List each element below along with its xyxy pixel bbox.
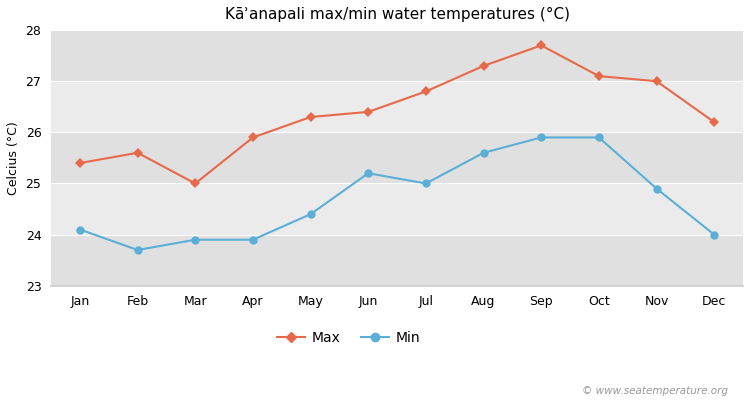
Bar: [51, 132, 743, 184]
Bar: [51, 30, 743, 81]
Y-axis label: Celcius (°C): Celcius (°C): [7, 121, 20, 195]
Bar: [51, 184, 743, 235]
Title: Kāʾanapali max/min water temperatures (°C): Kāʾanapali max/min water temperatures (°…: [224, 7, 569, 22]
Bar: [51, 81, 743, 132]
Text: © www.seatemperature.org: © www.seatemperature.org: [581, 386, 728, 396]
Legend: Max, Min: Max, Min: [272, 325, 426, 350]
Bar: [51, 235, 743, 286]
